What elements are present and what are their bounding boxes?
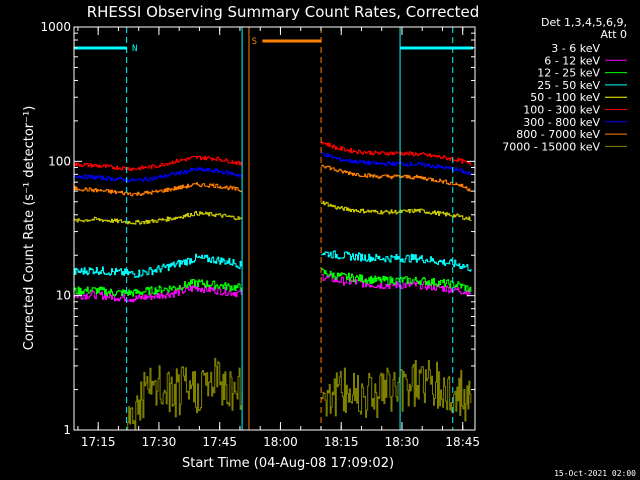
series-line-4-segment-2: [321, 250, 472, 272]
x-tick-label-1: 17:15: [81, 435, 116, 449]
y-tick-label-10: 10: [56, 289, 71, 303]
legend-label-7: 300 - 800 keV: [523, 116, 600, 129]
legend-label-1: 3 - 6 keV: [551, 42, 600, 55]
y-tick-label-1000: 1000: [40, 20, 71, 34]
x-tick-label-4: 18:00: [263, 435, 298, 449]
flag-label-n: N: [132, 44, 137, 54]
legend-label-9: 7000 - 15000 keV: [502, 140, 600, 153]
x-tick-label-7: 18:45: [445, 435, 480, 449]
x-tick-label-6: 18:30: [385, 435, 420, 449]
axes: 1 10 100 1000 17:15 17:30 17:45 18:00 18:15 18:30…: [40, 20, 480, 449]
y-tick-label-1: 1: [63, 423, 71, 437]
plot-frame: [73, 26, 476, 431]
legend-label-5: 50 - 100 keV: [530, 91, 600, 104]
series-line-4-segment-1: [74, 253, 243, 278]
series-line-1-segment-1: [74, 336, 243, 361]
series-line-7-segment-2: [321, 151, 472, 175]
series-line-8-segment-2: [321, 164, 472, 192]
x-tick-label-2: 17:30: [142, 435, 177, 449]
series-line-3-segment-1: [74, 279, 243, 297]
series-line-9-segment-2: [321, 359, 472, 422]
series-line-6-segment-2: [321, 141, 472, 166]
series-line-1-segment-2: [321, 289, 472, 356]
series-line-2-segment-2: [321, 274, 472, 297]
x-tick-label-3: 17:45: [202, 435, 237, 449]
series-line-9-segment-1: [126, 357, 243, 431]
flag-label-s: S: [252, 37, 257, 47]
plot-area: NS: [73, 27, 473, 431]
x-axis-label: Start Time (04-Aug-08 17:09:02): [182, 456, 394, 471]
legend-label-3: 12 - 25 keV: [537, 67, 600, 80]
series-line-3-segment-2: [321, 268, 472, 293]
series-line-7-segment-1: [74, 167, 243, 183]
legend-header-2: Att 0: [601, 28, 627, 41]
legend-label-2: 6 - 12 keV: [544, 54, 600, 67]
series-line-8-segment-1: [74, 182, 243, 197]
series-line-5-segment-2: [321, 200, 472, 221]
chart-title: RHESSI Observing Summary Count Rates, Co…: [87, 3, 480, 21]
legend-label-4: 25 - 50 keV: [537, 79, 600, 92]
footer-timestamp: 15-Oct-2021 02:00: [554, 469, 636, 478]
series-line-6-segment-1: [74, 155, 243, 171]
legend-label-8: 800 - 7000 keV: [516, 128, 600, 141]
legend-header-1: Det 1,3,4,5,6,9,: [541, 16, 627, 29]
x-tick-label-5: 18:15: [324, 435, 359, 449]
series-line-5-segment-1: [74, 210, 243, 225]
legend-label-6: 100 - 300 keV: [523, 104, 600, 117]
y-axis-label: Corrected Count Rate (s⁻¹ detector⁻¹): [22, 106, 37, 351]
y-tick-label-100: 100: [48, 154, 71, 168]
